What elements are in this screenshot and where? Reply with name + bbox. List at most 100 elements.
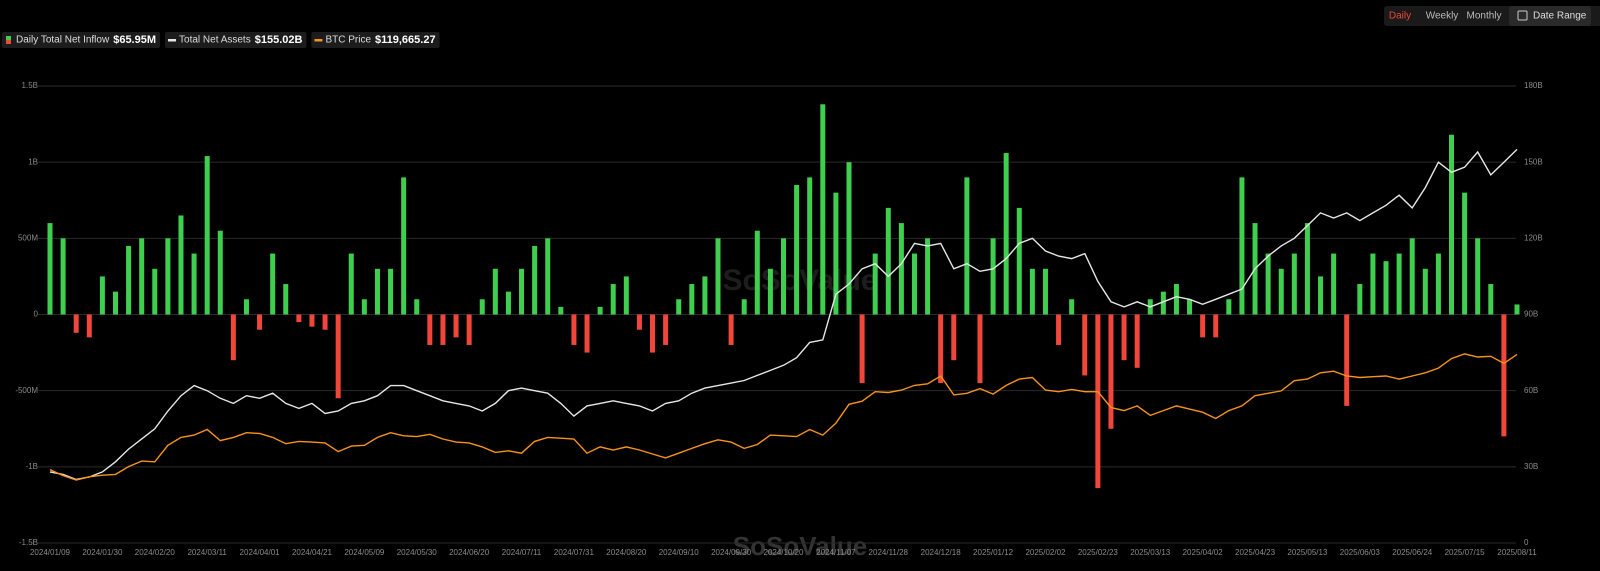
period-button[interactable]: Weekly	[1426, 11, 1459, 22]
bar	[1462, 192, 1468, 315]
bar	[1108, 314, 1114, 429]
bar	[1396, 253, 1402, 315]
bar	[846, 162, 852, 315]
bar	[99, 276, 105, 315]
x-tick-label: 2025/07/15	[1445, 548, 1486, 557]
period-button[interactable]: Monthly	[1466, 11, 1501, 22]
legend: Daily Total Net Inflow $65.95M Total Net A…	[2, 32, 440, 48]
bar	[807, 177, 813, 315]
bar	[833, 192, 839, 315]
y2-tick-label: 150B	[1524, 157, 1543, 166]
bar	[1056, 314, 1062, 345]
x-tick-label: 2025/05/13	[1287, 548, 1328, 557]
controls: Date Range	[1384, 6, 1600, 26]
bar	[951, 314, 957, 361]
x-tick-label: 2024/05/30	[397, 548, 438, 557]
watermark: SoSoValue	[733, 531, 867, 561]
bar	[1318, 276, 1324, 315]
bar	[453, 314, 459, 338]
bar	[859, 314, 865, 384]
bar	[623, 276, 629, 315]
bar	[388, 268, 394, 315]
bar	[1501, 314, 1507, 437]
bar	[492, 268, 498, 315]
legend-item: BTC Price $119,665.27	[311, 32, 440, 48]
bar	[466, 314, 472, 345]
bar	[781, 238, 786, 315]
bar	[741, 299, 747, 315]
bar	[1003, 153, 1009, 315]
x-tick-label: 2024/04/01	[240, 548, 281, 557]
bar	[270, 253, 276, 315]
bar	[126, 245, 132, 315]
legend-value: $155.02B	[255, 34, 303, 46]
y-tick-label: 500M	[18, 233, 38, 242]
bar	[597, 306, 603, 315]
bar	[204, 156, 210, 315]
legend-label: BTC Price	[325, 35, 371, 46]
bar	[165, 238, 171, 315]
y-tick-label: 1.5B	[22, 81, 38, 90]
x-tick-label: 2025/04/02	[1183, 548, 1224, 557]
x-tick-label: 2024/05/09	[344, 548, 385, 557]
bar	[296, 314, 302, 323]
bar	[1082, 314, 1088, 376]
bar	[414, 299, 420, 315]
bar	[1488, 284, 1494, 315]
y-tick-label: -1.5B	[19, 538, 38, 547]
bar	[728, 314, 734, 345]
period-button[interactable]: Daily	[1389, 11, 1411, 22]
x-tick-label: 2024/11/07	[816, 548, 856, 557]
bar	[230, 314, 236, 361]
x-tick-label: 2025/06/24	[1392, 548, 1433, 557]
bar	[1370, 253, 1376, 315]
x-tick-label: 2024/07/11	[502, 548, 542, 557]
bar	[545, 238, 551, 315]
watermark: SoSoValue	[722, 264, 877, 297]
bar	[676, 299, 682, 315]
bar	[1160, 291, 1166, 315]
bar	[911, 253, 917, 315]
x-tick-label: 2024/02/20	[135, 548, 176, 557]
legend-item: Daily Total Net Inflow $65.95M	[2, 32, 161, 48]
bar	[636, 314, 642, 330]
bar	[1239, 177, 1245, 315]
legend-box	[311, 32, 440, 48]
date-range-button[interactable]	[1509, 6, 1591, 26]
bar	[1422, 268, 1428, 315]
date-range-label[interactable]: Date Range	[1533, 11, 1587, 22]
y2-tick-label: 60B	[1524, 386, 1538, 395]
bar	[73, 314, 79, 333]
bar	[1134, 314, 1140, 368]
legend-value: $65.95M	[113, 34, 156, 46]
y2-tick-label: 180B	[1524, 81, 1543, 90]
bar	[519, 268, 525, 315]
bar	[885, 207, 891, 315]
bar	[820, 104, 826, 315]
bar	[1383, 261, 1389, 315]
bar	[1304, 223, 1310, 315]
bar	[1200, 314, 1206, 338]
x-tick-label: 2024/03/11	[187, 548, 227, 557]
x-tick-label: 2024/12/18	[921, 548, 962, 557]
bar	[702, 276, 708, 315]
bar	[1173, 284, 1179, 315]
bar	[610, 284, 616, 315]
bar	[1357, 284, 1363, 315]
bar	[257, 314, 263, 330]
bar	[938, 314, 944, 384]
bar	[361, 299, 367, 315]
bar	[990, 238, 996, 315]
calendar-icon	[1517, 10, 1528, 21]
legend-box	[2, 32, 161, 48]
legend-label: Daily Total Net Inflow	[16, 35, 110, 46]
x-tick-label: 2024/06/20	[449, 548, 490, 557]
bar	[650, 314, 656, 353]
bar	[309, 314, 315, 327]
bar	[925, 238, 931, 315]
bar	[1187, 299, 1193, 315]
legend-swatch	[168, 39, 177, 42]
legend-box	[165, 32, 307, 48]
bar	[178, 215, 184, 315]
bar	[283, 284, 289, 315]
